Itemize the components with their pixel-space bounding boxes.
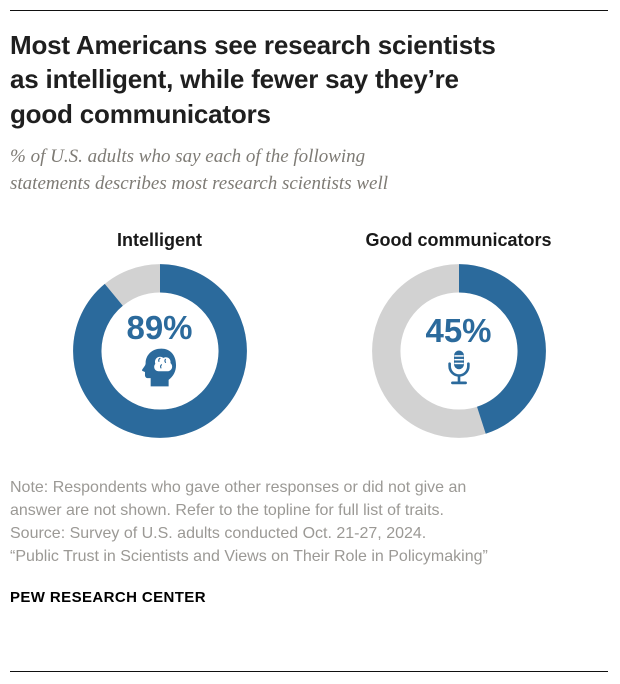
source-text: Source: Survey of U.S. adults conducted …	[10, 525, 427, 543]
donut-value-intelligent: 89%	[126, 308, 193, 346]
donut-value-communicators: 45%	[425, 311, 492, 349]
donut-group-communicators: Good communicators 45%	[309, 230, 608, 438]
donut-chart-intelligent: 89%	[72, 263, 247, 438]
donut-chart-communicators: 45%	[371, 263, 546, 438]
donut-label-communicators: Good communicators	[365, 229, 552, 250]
donut-center-intelligent: 89%	[73, 264, 247, 438]
donut-ring-communicators	[371, 263, 546, 438]
donut-ring-intelligent	[72, 263, 247, 438]
brand-wordmark: PEW RESEARCH CENTER	[10, 588, 206, 606]
note-text: Note: Respondents who gave other respons…	[10, 478, 467, 520]
chart-subtitle: % of U.S. adults who say each of the fol…	[10, 145, 389, 194]
bottom-rule	[10, 671, 608, 672]
chart-footer: Note: Respondents who gave other respons…	[10, 476, 608, 606]
head-brain-icon	[141, 348, 176, 387]
microphone-icon	[447, 350, 470, 385]
top-rule	[10, 10, 608, 11]
donut-label-intelligent: Intelligent	[117, 229, 202, 250]
donut-center-communicators: 45%	[372, 264, 546, 438]
chart-title: Most Americans see research scientists a…	[10, 30, 496, 129]
citation-text: “Public Trust in Scientists and Views on…	[10, 548, 488, 566]
donut-charts-row: Intelligent 89% Good communicators	[10, 230, 608, 438]
donut-group-intelligent: Intelligent 89%	[10, 230, 309, 438]
